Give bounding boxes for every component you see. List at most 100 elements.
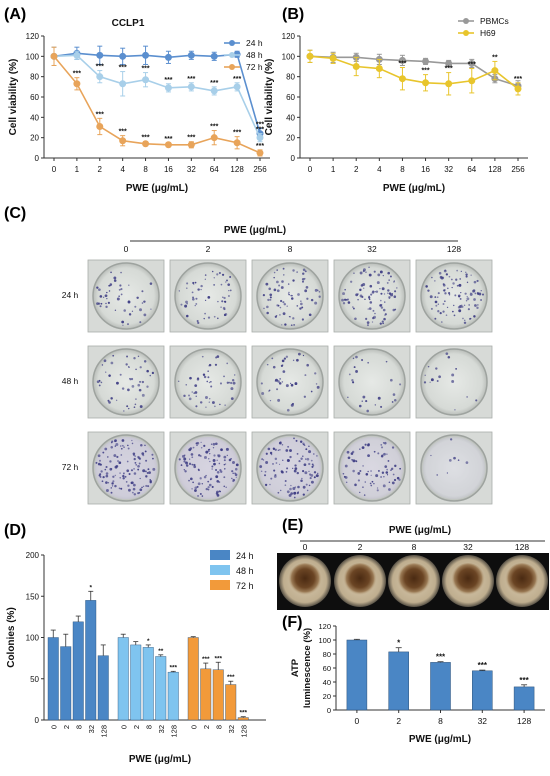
colony-dot xyxy=(297,352,301,356)
colony-dot xyxy=(306,489,309,492)
colony-dot xyxy=(362,270,365,273)
colony-dot xyxy=(355,355,358,359)
colony-dot xyxy=(265,452,268,455)
colony-dot xyxy=(296,271,298,273)
colony-dot xyxy=(121,444,124,447)
colony-dot xyxy=(382,484,386,488)
colony-dot xyxy=(226,381,229,384)
colony-dot xyxy=(374,404,377,406)
colony-dot xyxy=(272,447,275,450)
series-line-0 xyxy=(53,52,261,134)
colony-dot xyxy=(183,394,186,398)
colony-dot xyxy=(367,443,370,447)
colony-dot xyxy=(377,396,381,400)
colony-dot xyxy=(436,380,439,382)
series-line-0 xyxy=(309,55,519,87)
colony-dot xyxy=(302,354,305,357)
colony-dot xyxy=(394,464,397,468)
colony-dot xyxy=(279,378,281,380)
colony-dot xyxy=(388,279,390,281)
x-tick-label: 64 xyxy=(210,165,219,174)
colony-dot xyxy=(344,464,348,468)
colony-dot xyxy=(261,391,265,395)
colony-dot xyxy=(233,374,236,376)
colony-dot xyxy=(110,491,113,494)
colony-dot xyxy=(209,452,211,455)
colony-dot xyxy=(347,396,349,399)
colony-dot xyxy=(308,445,310,448)
colony-dot xyxy=(273,271,276,274)
colony-dot xyxy=(229,289,232,292)
colony-dot xyxy=(342,302,346,305)
colony-plate xyxy=(333,259,411,333)
colony-dot xyxy=(95,461,98,464)
x-tick-label: 2 xyxy=(354,165,359,174)
colony-dot xyxy=(282,312,286,316)
colony-dot xyxy=(465,273,468,276)
colony-dot xyxy=(359,448,361,450)
colony-dot xyxy=(196,444,198,447)
colony-dot xyxy=(216,273,219,276)
colony-dot xyxy=(115,465,119,468)
colony-dot xyxy=(197,495,199,497)
colony-dot xyxy=(100,302,103,305)
colony-dot xyxy=(107,456,109,458)
colony-dot xyxy=(228,289,230,292)
colony-dot xyxy=(373,270,376,273)
colony-dot xyxy=(219,403,221,406)
colony-dot xyxy=(393,398,397,402)
colony-dot xyxy=(377,469,380,472)
panel-c-column-label: 128 xyxy=(447,244,461,254)
colony-dot xyxy=(365,472,369,476)
colony-dot xyxy=(126,469,130,473)
colony-dot xyxy=(302,485,306,489)
colony-dot xyxy=(470,292,472,294)
colony-dot xyxy=(183,460,186,463)
colony-dot xyxy=(381,287,385,291)
colony-dot xyxy=(213,283,216,286)
colony-dot xyxy=(199,477,202,480)
colony-dot xyxy=(286,305,288,307)
significance-label: *** xyxy=(187,76,195,83)
colony-dot xyxy=(466,281,469,284)
panel-c-colony-plates: PWE (μg/mL) 0 2 8 32 128 24 h 48 h 72 h xyxy=(62,225,493,505)
colony-dot xyxy=(199,401,203,404)
colony-dot xyxy=(459,297,462,300)
colony-dot xyxy=(300,302,303,306)
x-tick-label: 8 xyxy=(214,725,223,729)
colony-dot xyxy=(459,278,461,280)
plate-dish xyxy=(338,262,406,330)
panel-c-column-label: 0 xyxy=(124,244,129,254)
colony-dot xyxy=(361,295,364,298)
spheroid xyxy=(451,563,485,597)
colony-dot xyxy=(229,275,232,278)
bar xyxy=(47,637,59,721)
colony-dot xyxy=(352,459,356,463)
colony-dot xyxy=(108,401,111,404)
colony-dot xyxy=(448,459,452,462)
colony-dot xyxy=(216,490,219,494)
colony-dot xyxy=(207,448,210,451)
colony-dot xyxy=(437,292,440,295)
x-tick-label: 128 xyxy=(230,165,244,174)
colony-dot xyxy=(391,292,393,295)
colony-dot xyxy=(447,287,449,290)
colony-dot xyxy=(303,395,306,398)
colony-dot xyxy=(385,360,388,363)
colony-dot xyxy=(194,281,197,284)
colony-dot xyxy=(308,484,311,487)
colony-dot xyxy=(231,470,234,473)
colony-dot xyxy=(315,474,319,478)
colony-dot xyxy=(456,269,458,272)
colony-dot xyxy=(218,271,221,275)
colony-dot xyxy=(476,306,479,310)
colony-dot xyxy=(309,477,312,480)
colony-dot xyxy=(453,314,456,317)
data-point xyxy=(468,77,476,85)
colony-dot xyxy=(293,496,296,499)
x-tick-label: 64 xyxy=(467,165,476,174)
colony-plate xyxy=(169,259,247,333)
colony-dot xyxy=(118,295,121,298)
colony-dot xyxy=(215,475,219,479)
